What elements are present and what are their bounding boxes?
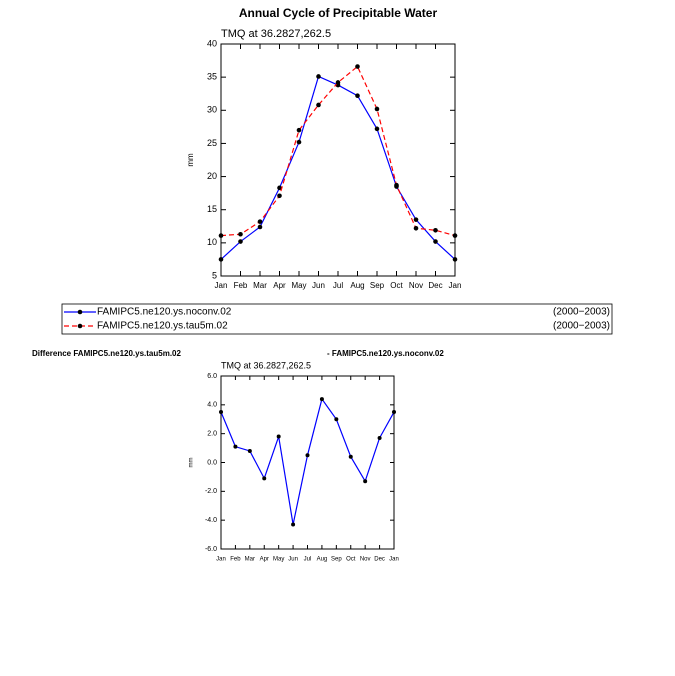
x-tick-label: Mar xyxy=(253,281,267,290)
legend-marker xyxy=(77,323,83,329)
y-tick-label: 40 xyxy=(207,38,217,48)
x-tick-label: Oct xyxy=(346,557,356,563)
legend-label: FAMIPC5.ne120.ys.tau5m.02 xyxy=(97,321,228,332)
x-tick-label: May xyxy=(291,281,306,290)
marker xyxy=(291,522,296,527)
marker xyxy=(335,80,341,85)
legend-period: (2000−2003) xyxy=(553,321,610,332)
marker xyxy=(394,182,399,188)
legend-marker xyxy=(77,309,83,315)
marker xyxy=(316,102,321,108)
marker xyxy=(433,227,438,233)
y-tick-label: 35 xyxy=(207,72,217,82)
y-tick-label: 10 xyxy=(207,237,217,247)
x-tick-label: Mar xyxy=(245,557,255,563)
y-tick-label: 20 xyxy=(207,171,217,181)
x-tick-label: May xyxy=(273,557,284,563)
legend-period: (2000−2003) xyxy=(553,307,610,318)
marker xyxy=(305,453,310,458)
y-tick-label: -6.0 xyxy=(205,546,217,553)
x-tick-label: Sep xyxy=(331,557,342,563)
marker xyxy=(262,476,267,481)
x-tick-label: Jul xyxy=(304,557,312,563)
x-tick-label: Jan xyxy=(215,281,228,290)
marker xyxy=(392,410,396,415)
y-tick-label: 5 xyxy=(212,270,217,280)
marker xyxy=(247,448,252,453)
chart-title: Difference FAMIPC5.ne120.ys.tau5m.02 xyxy=(32,349,182,358)
x-tick-label: Apr xyxy=(273,281,286,290)
marker xyxy=(433,239,438,244)
x-tick-label: Sep xyxy=(370,281,385,290)
marker xyxy=(355,93,360,99)
series-line xyxy=(220,75,456,260)
y-tick-label: -2.0 xyxy=(205,488,217,495)
x-tick-label: Jun xyxy=(312,281,325,290)
y-tick-label: 6.0 xyxy=(207,373,217,380)
marker xyxy=(277,193,282,199)
marker xyxy=(257,219,263,224)
plot-frame xyxy=(220,375,395,550)
marker xyxy=(316,74,321,79)
x-tick-label: Nov xyxy=(409,281,423,290)
y-tick-label: -4.0 xyxy=(205,517,217,524)
marker xyxy=(276,434,281,439)
y-tick-label: 30 xyxy=(207,105,217,115)
y-tick-label: 25 xyxy=(207,138,217,148)
marker xyxy=(296,139,302,145)
marker xyxy=(363,479,368,484)
series-line xyxy=(220,397,395,525)
x-tick-label: Aug xyxy=(350,281,364,290)
chart-title: - FAMIPC5.ne120.ys.noconv.02 xyxy=(327,349,444,358)
marker xyxy=(238,239,243,244)
x-tick-label: Dec xyxy=(374,557,385,563)
chart-subtitle: TMQ at 36.2827,262.5 xyxy=(221,360,311,370)
marker xyxy=(277,185,282,191)
marker xyxy=(413,225,419,231)
x-tick-label: Apr xyxy=(260,557,269,563)
marker xyxy=(334,417,339,422)
x-tick-label: Jul xyxy=(333,281,343,290)
x-tick-label: Feb xyxy=(230,557,241,563)
marker xyxy=(374,106,380,112)
chart-subtitle: TMQ at 36.2827,262.5 xyxy=(221,28,331,40)
marker xyxy=(452,233,458,238)
y-axis-label: mm xyxy=(186,153,195,167)
marker xyxy=(413,217,419,222)
x-tick-label: Dec xyxy=(428,281,442,290)
marker xyxy=(374,126,380,132)
series-line xyxy=(220,65,456,237)
marker xyxy=(238,231,243,237)
marker xyxy=(218,257,224,262)
legend-box xyxy=(61,303,613,335)
y-tick-label: 15 xyxy=(207,204,217,214)
marker xyxy=(296,127,302,133)
x-tick-label: Feb xyxy=(234,281,248,290)
x-tick-label: Jan xyxy=(216,557,226,563)
x-tick-label: Jan xyxy=(449,281,462,290)
x-tick-label: Oct xyxy=(390,281,403,290)
marker xyxy=(452,257,458,262)
marker xyxy=(355,64,360,69)
y-tick-label: 4.0 xyxy=(207,402,217,409)
x-tick-label: Jun xyxy=(288,557,298,563)
y-tick-label: 2.0 xyxy=(207,431,217,438)
marker xyxy=(319,397,324,402)
marker xyxy=(219,410,223,415)
y-tick-label: 0.0 xyxy=(207,459,217,466)
x-tick-label: Jan xyxy=(389,557,399,563)
chart-title: Annual Cycle of Precipitable Water xyxy=(239,6,438,20)
plot-frame xyxy=(220,43,456,277)
marker xyxy=(377,435,382,440)
marker xyxy=(348,454,353,459)
x-tick-label: Nov xyxy=(360,557,371,563)
marker xyxy=(233,444,238,449)
marker xyxy=(218,233,224,238)
legend-label: FAMIPC5.ne120.ys.noconv.02 xyxy=(97,307,232,318)
x-tick-label: Aug xyxy=(317,557,328,563)
marker xyxy=(257,224,263,230)
y-axis-label: mm xyxy=(189,458,195,468)
